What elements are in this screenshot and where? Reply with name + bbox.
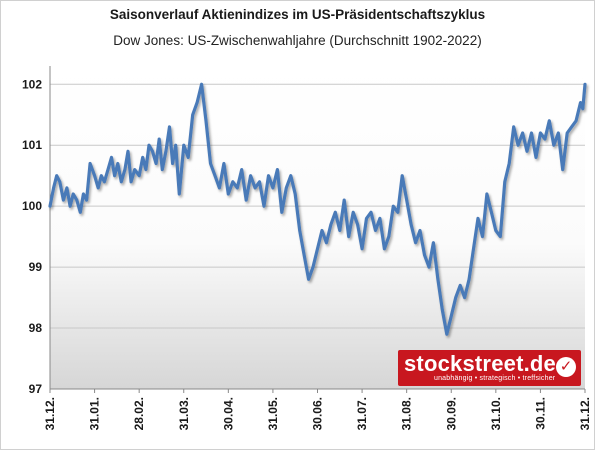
x-tick-label: 31.10. — [489, 397, 503, 430]
chart-title: Saisonverlauf Aktienindizes im US-Präsid… — [109, 7, 486, 22]
y-tick-label: 99 — [29, 260, 43, 274]
x-tick-label: 30.04. — [221, 397, 235, 430]
x-tick-label: 31.08. — [400, 397, 414, 430]
x-tick-label: 30.09. — [444, 397, 458, 430]
x-tick-label: 31.05. — [266, 397, 280, 430]
y-tick-label: 97 — [29, 382, 43, 396]
x-tick-label: 28.02. — [132, 397, 146, 430]
plot-area — [50, 66, 585, 389]
y-tick-label: 101 — [22, 138, 42, 152]
y-tick-label: 98 — [29, 321, 43, 335]
y-tick-label: 100 — [22, 199, 42, 213]
stockstreet-logo: stockstreet.de unabhängig • strategisch … — [398, 350, 581, 386]
x-tick-label: 31.07. — [355, 397, 369, 430]
series-layer — [48, 82, 587, 336]
logo-wordmark: stockstreet.de — [404, 351, 556, 376]
axes: 97 98 99 100 101 102 31.12. 31.01. 28.02. 31.03. 3… — [22, 66, 592, 430]
y-tick-label: 102 — [22, 77, 42, 91]
x-tick-label: 31.12. — [43, 397, 57, 430]
x-tick-label: 31.01. — [88, 397, 102, 430]
logo-tagline: unabhängig • strategisch • treffsicher — [434, 375, 556, 382]
checkmark-icon: ✓ — [556, 357, 576, 377]
x-tick-label: 31.03. — [177, 397, 191, 430]
x-tick-label: 31.12. — [578, 397, 592, 430]
chart-subtitle: Dow Jones: US-Zwischenwahljahre (Durchsc… — [113, 33, 482, 48]
x-tick-label: 30.06. — [311, 397, 325, 430]
series-line — [48, 82, 587, 336]
gridlines — [50, 83, 585, 329]
x-tick-label: 30.11. — [533, 397, 547, 430]
